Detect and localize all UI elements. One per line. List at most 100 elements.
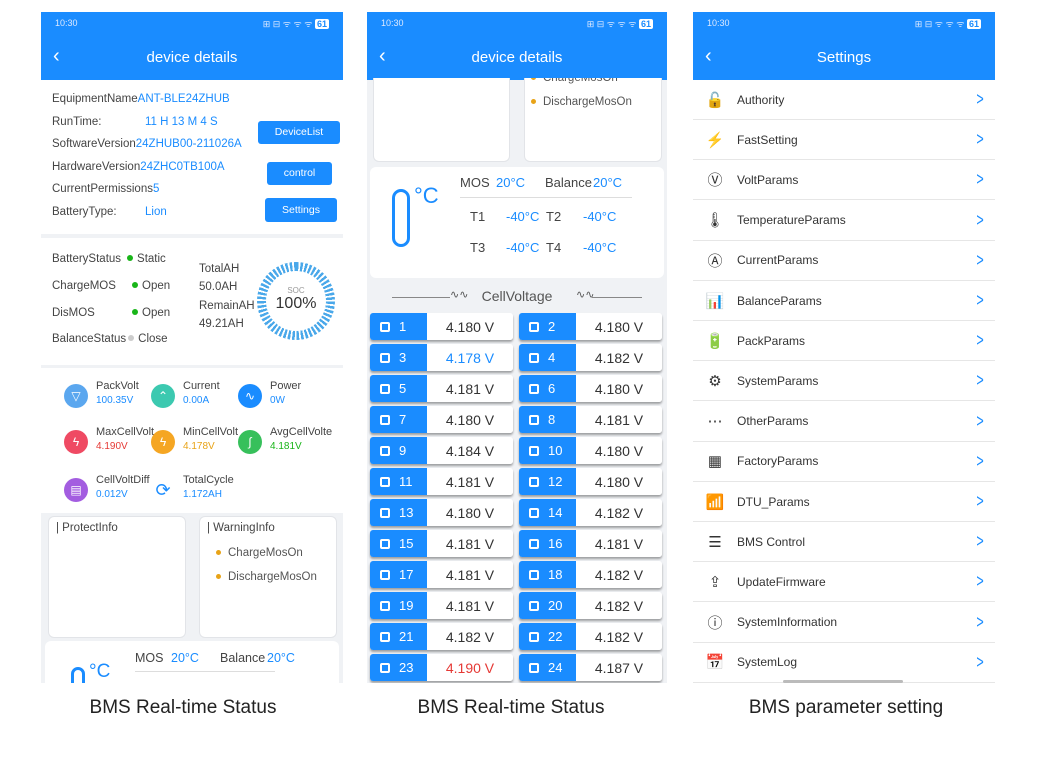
cell-voltage-item: 14 4.182 V — [519, 499, 662, 526]
battery-type-value: Lion — [145, 205, 167, 218]
settings-item-systemlog[interactable]: 📅 SystemLog > — [693, 642, 995, 683]
settings-item-label: BalanceParams — [737, 293, 822, 308]
cell-voltage-item: 3 4.178 V — [370, 344, 513, 371]
cell-voltage-item: 17 4.181 V — [370, 561, 513, 588]
cell-voltage-value: 4.181 V — [427, 530, 513, 557]
cell-number-label: 17 — [399, 567, 414, 582]
equipment-name-label: EquipmentName — [52, 93, 138, 105]
cell-number: 9 — [370, 437, 427, 464]
settings-item-updatefirmware[interactable]: ⇪ UpdateFirmware > — [693, 562, 995, 603]
warning-item: DischargeMosOn — [216, 565, 336, 589]
protect-info-card: | ProtectInfo — [48, 516, 186, 638]
page-title: device details — [146, 48, 238, 66]
nav-bar: ‹ Settings — [693, 34, 995, 80]
cell-number-label: 15 — [399, 536, 414, 551]
cell-voltage-item: 19 4.181 V — [370, 592, 513, 619]
cell-number-label: 18 — [548, 567, 563, 582]
settings-item-systeminformation[interactable]: ⓘ SystemInformation > — [693, 602, 995, 643]
cell-number-label: 9 — [399, 443, 407, 458]
settings-item-fastsetting[interactable]: ⚡ FastSetting > — [693, 120, 995, 161]
runtime-label: RunTime: — [52, 115, 102, 128]
chevron-right-icon: > — [976, 169, 984, 190]
chevron-right-icon: > — [976, 89, 984, 109]
cell-voltage-value: 4.180 V — [576, 375, 662, 402]
cell-chip-icon — [380, 569, 390, 580]
chevron-right-icon: > — [976, 209, 984, 230]
hardware-version-value: 24ZHC0TB100A — [140, 160, 225, 173]
chevron-right-icon: > — [976, 531, 984, 552]
cell-number: 20 — [519, 592, 576, 619]
status-time: 10:30 — [55, 18, 78, 28]
cell-number: 6 — [519, 375, 576, 402]
warning-info-title: | WarningInfo — [207, 522, 275, 534]
settings-item-label: UpdateFirmware — [737, 574, 826, 589]
temp-unit: °C — [89, 661, 111, 682]
back-arrow-icon[interactable]: ‹ — [53, 45, 60, 67]
cell-diff-icon: ▤ — [64, 478, 88, 502]
cell-chip-icon — [529, 507, 539, 518]
cell-voltage-value: 4.181 V — [427, 592, 513, 619]
settings-item-authority[interactable]: 🔓 Authority > — [693, 80, 995, 120]
remain-ah-label: RemainAH — [199, 300, 255, 312]
battery-status-value: Static — [137, 253, 166, 265]
max-cell-label: MaxCellVolt — [96, 426, 155, 438]
bar-chart-icon: 📊 — [705, 292, 725, 310]
settings-item-label: FastSetting — [737, 132, 798, 147]
wave-left-icon: ∿∿ — [450, 289, 469, 301]
settings-item-balanceparams[interactable]: 📊 BalanceParams > — [693, 281, 995, 321]
settings-item-otherparams[interactable]: ⋯ OtherParams > — [693, 401, 995, 442]
info-icon: ⓘ — [707, 614, 723, 632]
cell-number-label: 21 — [399, 629, 414, 644]
lock-icon: 🔓 — [705, 91, 725, 109]
cell-number: 2 — [519, 313, 576, 340]
cell-number-label: 16 — [548, 536, 563, 551]
chevron-right-icon: > — [976, 370, 984, 391]
balance-value: 20°C — [267, 651, 295, 665]
cell-number: 1 — [370, 313, 427, 340]
mos-value: 20°C — [496, 175, 526, 190]
settings-item-label: TemperatureParams — [737, 213, 846, 228]
settings-item-dtu-params[interactable]: 📶 DTU_Params > — [693, 482, 995, 522]
cell-voltage-item: 20 4.182 V — [519, 592, 662, 619]
back-arrow-icon[interactable]: ‹ — [379, 45, 386, 67]
settings-button[interactable]: Settings — [265, 198, 337, 222]
system-gear-icon: ⚙ — [708, 372, 722, 390]
cell-number: 10 — [519, 437, 576, 464]
cell-number: 13 — [370, 499, 427, 526]
cell-number: 24 — [519, 654, 576, 681]
chevron-right-icon: > — [976, 611, 984, 632]
cell-voltage-item: 11 4.181 V — [370, 468, 513, 495]
battery-type-label: BatteryType: — [52, 205, 117, 218]
cell-voltage-item: 18 4.182 V — [519, 561, 662, 588]
settings-item-bms-control[interactable]: ☰ BMS Control > — [693, 522, 995, 563]
cell-chip-icon — [380, 662, 390, 673]
settings-item-voltparams[interactable]: Ⓥ VoltParams > — [693, 160, 995, 201]
settings-item-currentparams[interactable]: Ⓐ CurrentParams > — [693, 240, 995, 281]
params-panel: ▽ PackVolt 100.35V ⌃ Current 0.00A ∿ Power 0W … — [41, 368, 343, 513]
device-list-button[interactable]: DeviceList — [258, 121, 340, 144]
cell-chip-icon — [529, 569, 539, 580]
cell-number: 22 — [519, 623, 576, 650]
settings-item-label: SystemParams — [737, 373, 819, 388]
nav-bar: ‹ device details — [367, 34, 667, 80]
min-cell-label: MinCellVolt — [183, 426, 239, 438]
settings-item-label: SystemInformation — [737, 615, 838, 630]
cell-chip-icon — [529, 383, 539, 394]
cell-voltage-item: 5 4.181 V — [370, 375, 513, 402]
charge-mos-value: Open — [142, 280, 171, 292]
cell-voltage-value: 4.184 V — [427, 437, 513, 464]
back-arrow-icon[interactable]: ‹ — [705, 45, 712, 67]
cell-voltage-value: 4.180 V — [427, 499, 513, 526]
status-time: 10:30 — [707, 18, 730, 28]
settings-item-packparams[interactable]: 🔋 PackParams > — [693, 321, 995, 362]
log-icon: 📅 — [705, 654, 725, 672]
wave-right-icon: ∿∿ — [576, 289, 595, 301]
settings-item-systemparams[interactable]: ⚙ SystemParams > — [693, 361, 995, 402]
phone-device-details-1: 10:30 ⊞ ⊟ ᯤ ᯤ ᯤ 61 ‹ device details Equi… — [41, 12, 343, 683]
control-button[interactable]: control — [267, 162, 332, 185]
cycle-icon: ⟳ — [151, 478, 175, 502]
settings-item-factoryparams[interactable]: ▦ FactoryParams > — [693, 441, 995, 482]
settings-item-temperatureparams[interactable]: 🌡 TemperatureParams > — [693, 200, 995, 241]
cell-voltage-value: 4.182 V — [427, 623, 513, 650]
battery-level: 61 — [314, 18, 329, 29]
